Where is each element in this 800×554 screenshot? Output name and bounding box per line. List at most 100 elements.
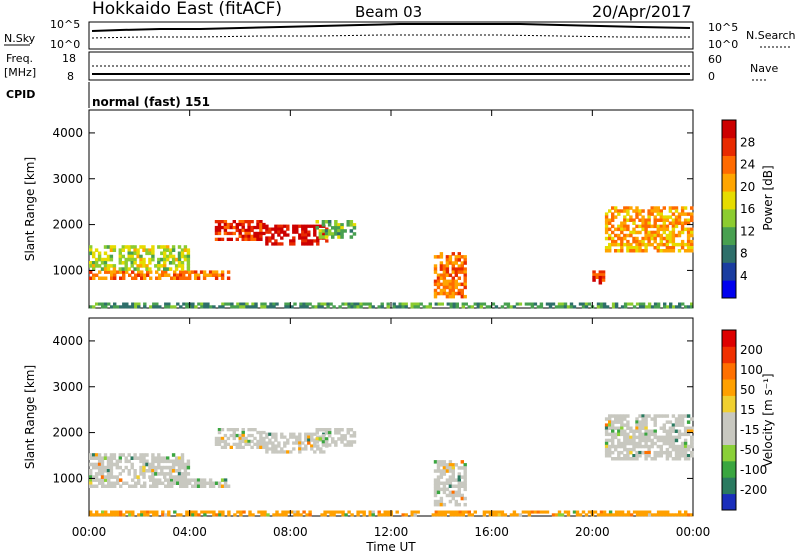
heatmap-cell-region-4 xyxy=(327,229,332,233)
heatmap-cell-region-0 xyxy=(104,484,108,488)
heatmap-cell-region-1 xyxy=(157,257,161,262)
heatmap-cell-region-2 xyxy=(214,439,219,444)
heatmap-cell-region-8 xyxy=(356,305,360,309)
heatmap-cell-region-5 xyxy=(445,255,450,259)
heatmap-cell-region-1 xyxy=(180,472,185,476)
heatmap-cell-region-6 xyxy=(632,435,636,440)
heatmap-cell-region-3 xyxy=(274,239,278,243)
heatmap-cell-region-1 xyxy=(148,462,152,467)
freq-tick-low: 8 xyxy=(67,70,74,83)
heatmap-cell-region-7 xyxy=(200,510,204,514)
heatmap-cell-region-8 xyxy=(203,305,207,309)
heatmap-cell-region-3 xyxy=(274,444,278,448)
heatmap-cell-region-1 xyxy=(145,248,149,252)
heatmap-cell-region-7 xyxy=(641,239,645,244)
heatmap-cell-region-1 xyxy=(183,475,188,479)
heatmap-cell-region-1 xyxy=(130,456,134,460)
heatmap-cell-region-1 xyxy=(186,261,191,265)
heatmap-cell-region-4 xyxy=(349,223,354,227)
heatmap-cell-region-8 xyxy=(191,302,195,306)
heatmap-cell-region-4 xyxy=(321,440,326,444)
heatmap-cell-region-7 xyxy=(164,513,168,517)
heatmap-cell-region-6 xyxy=(604,454,609,458)
heatmap-cell-region-1 xyxy=(112,245,117,249)
heatmap-cell-region-8 xyxy=(122,305,126,309)
heatmap-cell-region-4 xyxy=(331,235,335,239)
heatmap-cell-region-2 xyxy=(247,234,251,238)
heatmap-cell-region-5 xyxy=(433,291,438,296)
heatmap-cell-region-8 xyxy=(290,305,294,309)
heatmap-cell-region-6 xyxy=(617,441,621,446)
heatmap-cell-region-6 xyxy=(686,432,691,437)
heatmap-cell-region-7 xyxy=(686,249,691,253)
heatmap-cell-region-4 xyxy=(324,229,329,233)
heatmap-cell-region-7 xyxy=(131,510,135,514)
heatmap-cell-region-4 xyxy=(315,440,319,444)
heatmap-cell-region-6 xyxy=(623,438,627,443)
heatmap-cell-region-5 xyxy=(433,460,438,464)
heatmap-cell-region-6 xyxy=(650,457,654,461)
heatmap-cell-region-6 xyxy=(623,441,627,446)
heatmap-cell-region-5 xyxy=(448,478,453,482)
heatmap-cell-region-1 xyxy=(103,245,108,249)
heatmap-cell-region-6 xyxy=(665,432,670,437)
heatmap-cell-region-7 xyxy=(248,513,252,517)
heatmap-cell-region-7 xyxy=(467,510,471,514)
heatmap-cell-region-3 xyxy=(283,435,287,439)
heatmap-cell-region-8 xyxy=(212,305,216,309)
heatmap-cell-region-0 xyxy=(226,270,231,274)
heatmap-cell-region-1 xyxy=(186,267,191,271)
x-tick-label: 00:00 xyxy=(676,525,711,539)
heatmap-cell-region-1 xyxy=(118,465,122,470)
heatmap-cell-region-7 xyxy=(626,233,630,238)
heatmap-cell-region-1 xyxy=(186,254,191,259)
heatmap-cell-region-6 xyxy=(653,432,657,437)
heatmap-cell-region-6 xyxy=(680,454,685,458)
heatmap-cell-region-8 xyxy=(380,305,384,309)
heatmap-cell-region-1 xyxy=(92,462,96,467)
heatmap-cell-region-7 xyxy=(641,209,645,213)
heatmap-cell-region-1 xyxy=(133,257,137,262)
heatmap-cell-region-7 xyxy=(203,510,207,514)
heatmap-cell-region-4 xyxy=(315,226,319,230)
heatmap-cell-region-7 xyxy=(608,209,612,213)
heatmap-cell-region-8 xyxy=(404,305,408,309)
heatmap-cell-region-7 xyxy=(191,510,195,514)
heatmap-cell-region-1 xyxy=(151,472,155,476)
heatmap-cell-region-5 xyxy=(454,279,458,284)
heatmap-cell-region-6 xyxy=(677,423,682,427)
heatmap-cell-region-7 xyxy=(641,221,645,225)
heatmap-cell-region-7 xyxy=(500,513,505,517)
heatmap-cell-region-5 xyxy=(457,288,461,293)
heatmap-cell-region-0 xyxy=(89,478,93,482)
heatmap-cell-region-7 xyxy=(122,513,126,517)
heatmap-cell-region-1 xyxy=(127,453,131,457)
heatmap-cell-region-0 xyxy=(220,276,225,280)
heatmap-cell-region-6 xyxy=(632,432,636,437)
heatmap-cell-region-7 xyxy=(659,236,663,241)
heatmap-cell-region-1 xyxy=(124,257,128,262)
heatmap-cell-region-3 xyxy=(319,450,323,454)
heatmap-cell-region-1 xyxy=(154,456,158,460)
heatmap-cell-region-8 xyxy=(512,305,517,309)
heatmap-cell-region-1 xyxy=(130,465,134,470)
heatmap-cell-region-5 xyxy=(442,276,447,280)
heatmap-cell-region-1 xyxy=(163,475,167,479)
heatmap-cell-region-7 xyxy=(413,513,417,517)
heatmap-cell-region-7 xyxy=(677,233,682,238)
heatmap-cell-region-1 xyxy=(92,456,96,460)
heatmap-cell-region-5 xyxy=(451,469,455,473)
heatmap-cell-region-0 xyxy=(164,270,168,274)
heatmap-cell-region-6 xyxy=(629,441,633,446)
heatmap-cell-region-8 xyxy=(386,302,390,306)
heatmap-cell-region-1 xyxy=(118,459,122,464)
heatmap-cell-region-5 xyxy=(460,270,464,274)
heatmap-cell-region-7 xyxy=(656,513,661,517)
heatmap-cell-region-7 xyxy=(410,510,414,514)
heatmap-cell-region-0 xyxy=(191,478,195,482)
heatmap-cell-region-5 xyxy=(433,502,438,507)
heatmap-cell-region-4 xyxy=(331,232,335,236)
heatmap-cell-region-1 xyxy=(177,459,182,464)
heatmap-cell-region-7 xyxy=(119,510,123,514)
heatmap-cell-region-1 xyxy=(133,469,137,473)
